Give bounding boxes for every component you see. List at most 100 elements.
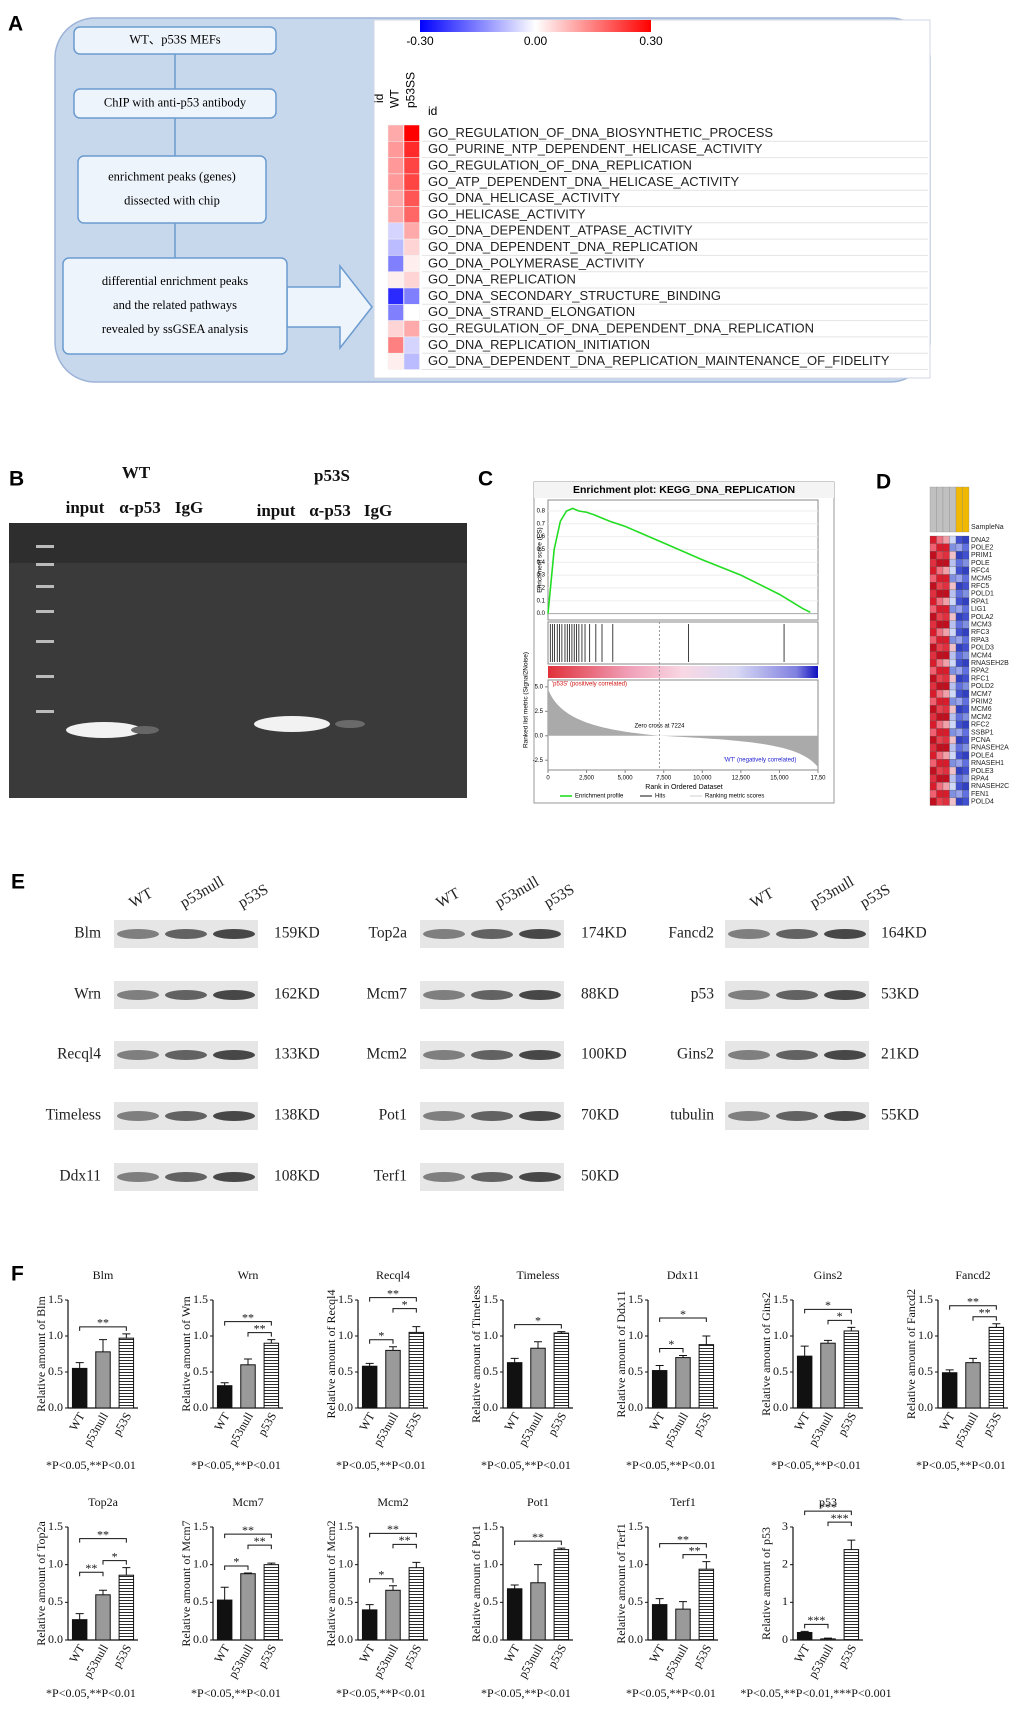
heat-cell-d [936, 751, 944, 760]
rank-axis-label: Ranked list metric (Signal2Noise) [523, 652, 530, 748]
blot-band [423, 929, 465, 939]
bar [385, 1589, 401, 1641]
heat-cell-d [929, 620, 937, 629]
heat-cell-d [949, 712, 957, 721]
gene-label: POLE3 [971, 768, 994, 775]
y-tick-label: 1.0 [48, 1328, 63, 1342]
significance-label: ** [242, 1523, 254, 1537]
go-term: GO_REGULATION_OF_DNA_DEPENDENT_DNA_REPLI… [428, 321, 814, 336]
heat-cell [403, 336, 420, 354]
heat-cell-d [955, 797, 963, 806]
row-header: id [428, 104, 437, 118]
blot-band [519, 929, 561, 939]
heat-cell-d [955, 766, 963, 775]
error-bar [510, 1357, 519, 1363]
y-tick-label: 1.5 [193, 1292, 208, 1306]
heat-cell [387, 173, 404, 191]
heat-cell [387, 287, 404, 305]
gene-label: RPA4 [971, 776, 989, 783]
y-axis-label: Relative amount of Mcm7 [179, 1520, 193, 1646]
heat-cell-d [949, 612, 957, 621]
blot-band [824, 990, 866, 1000]
error-bar [969, 1357, 977, 1363]
gene-label: RNASEH1 [971, 760, 1004, 767]
heat-cell-d [942, 605, 950, 614]
significance-label: ** [97, 1316, 109, 1330]
heat-cell-d [949, 597, 957, 606]
es-tick-label: 0.7 [537, 521, 546, 527]
error-bar [847, 1539, 856, 1550]
blot-band [213, 1172, 255, 1182]
heat-cell-d [929, 597, 937, 606]
significance-label: * [112, 1549, 118, 1563]
heat-cell-d [962, 712, 970, 721]
blot-band [824, 1050, 866, 1060]
error-bar [510, 1584, 519, 1589]
heat-cell-d [936, 666, 944, 675]
heat-cell [403, 141, 420, 158]
y-tick-label: 1.0 [193, 1556, 208, 1570]
blot-band [519, 1050, 561, 1060]
heat-cell [387, 255, 404, 272]
x-tick-label: p53null [661, 1409, 692, 1448]
gel-band [66, 722, 142, 738]
heat-cell-d [962, 574, 970, 583]
go-term: GO_DNA_HELICASE_ACTIVITY [428, 190, 620, 205]
rank-tick-label: 2.5 [535, 709, 544, 715]
rank-metric-area [548, 688, 818, 768]
heat-cell-d [942, 535, 950, 544]
gene-label: MCM5 [971, 575, 992, 582]
blot-band [471, 1050, 513, 1060]
x-tick-label: p53S [400, 1642, 424, 1670]
gene-label: RPA1 [971, 598, 989, 605]
error-bar [557, 1547, 566, 1550]
footnote: *P<0.05,**P<0.01 [626, 1458, 716, 1472]
heat-cell-d [936, 651, 944, 660]
heat-cell-d [962, 743, 970, 752]
significance-label: ** [967, 1295, 979, 1309]
error-bar [365, 1604, 374, 1610]
significance-bracket [514, 1540, 562, 1546]
error-bar [679, 1601, 687, 1610]
x-tick-label: p53null [516, 1409, 547, 1448]
heat-cell-d [955, 628, 963, 637]
zero-cross-label: Zero cross at 7224 [634, 724, 685, 730]
y-tick-label: 0.0 [48, 1632, 63, 1646]
y-tick-label: 1.0 [773, 1328, 788, 1342]
heat-cell-d [955, 705, 963, 714]
heat-cell-d [942, 643, 950, 652]
y-tick-label: 0.5 [483, 1594, 498, 1608]
y-tick-label: 0.0 [918, 1400, 933, 1414]
heatmap-panel [373, 19, 931, 379]
significance-label: ** [254, 1534, 266, 1548]
heat-cell-d [955, 751, 963, 760]
size-label: 108KD [274, 1168, 320, 1185]
gel-lane: IgG [364, 501, 392, 520]
y-tick-label: 0.0 [338, 1400, 353, 1414]
bar [506, 1588, 523, 1641]
significance-label: ** [399, 1533, 411, 1547]
y-tick-label: 1.5 [338, 1519, 353, 1533]
sample-header-cell [942, 486, 950, 533]
size-label: 133KD [274, 1046, 320, 1063]
panel-letter: C [478, 468, 493, 491]
heat-cell-d [929, 558, 937, 567]
heat-cell-d [962, 628, 970, 637]
heat-cell-d [942, 659, 950, 668]
heat-cell-d [962, 535, 970, 544]
x-tick-label: WT [356, 1641, 378, 1665]
heat-cell-d [929, 682, 937, 691]
heat-cell-d [955, 574, 963, 583]
y-tick-label: 1.0 [48, 1556, 63, 1570]
heat-cell-d [929, 759, 937, 768]
heat-cell [403, 304, 420, 321]
heat-cell-d [955, 674, 963, 683]
lane-label: p53null [492, 873, 542, 911]
heat-cell-d [962, 674, 970, 683]
colorbar-label: 0.00 [524, 34, 548, 48]
heat-cell-d [949, 674, 957, 683]
heat-cell-d [929, 659, 937, 668]
heat-cell-d [929, 551, 937, 560]
heat-cell [387, 124, 404, 142]
blot-band [728, 990, 770, 1000]
